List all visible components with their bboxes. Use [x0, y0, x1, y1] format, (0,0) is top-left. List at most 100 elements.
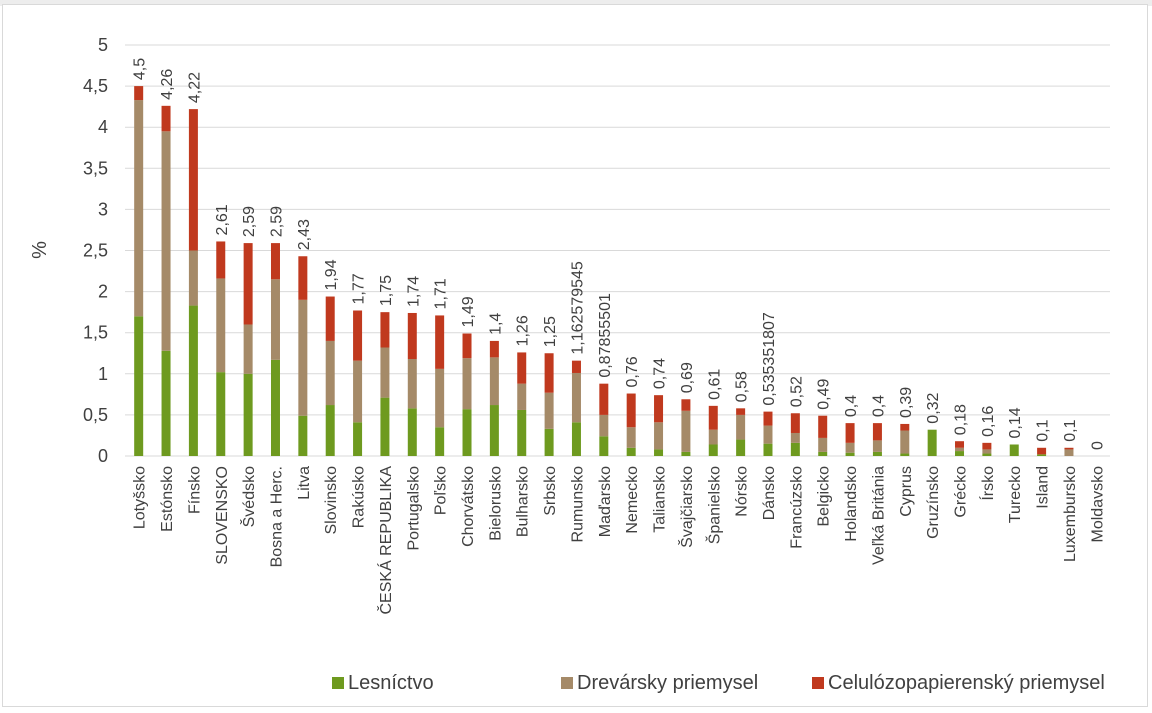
data-label: 4,22 [186, 72, 203, 103]
bar-segment [845, 423, 855, 443]
bar-segment [435, 368, 445, 428]
bar-segment [243, 243, 253, 325]
data-label: 1,77 [351, 273, 368, 304]
bar-segment [982, 449, 992, 454]
legend-item-lesnictvo: Lesníctvo [332, 668, 434, 698]
bar-segment [489, 340, 499, 358]
bar-segment [216, 241, 226, 279]
bar-segment [900, 453, 910, 456]
category-label: Švédsko [239, 466, 258, 527]
legend-label-lesnictvo: Lesníctvo [348, 671, 434, 694]
data-label: 2,43 [296, 219, 313, 250]
data-label: 1,49 [460, 296, 477, 327]
bar-segment [517, 409, 527, 456]
bar-segment [216, 372, 226, 456]
category-label: Estónsko [159, 466, 176, 532]
category-label: Fínsko [186, 466, 203, 514]
category-label: Taliansko [652, 466, 669, 533]
bar-segment [599, 383, 609, 415]
bar-segment [298, 415, 308, 456]
data-label: 0,14 [1007, 407, 1024, 438]
data-label: 0,76 [624, 356, 641, 387]
category-label: Lotyšsko [132, 466, 149, 529]
bar-segment [407, 359, 417, 409]
data-label: 0,1 [1062, 419, 1079, 441]
data-label: 0,1 [1035, 419, 1052, 441]
bars [134, 86, 1074, 456]
category-label: Bosna a Herc. [268, 466, 285, 567]
y-tick-label: 1,5 [83, 323, 108, 343]
bar-segment [325, 405, 335, 456]
bar-segment [845, 452, 855, 456]
legend-label-drevarsky: Drevársky priemysel [577, 671, 759, 694]
bar-segment [462, 333, 472, 359]
bar-segment [626, 447, 636, 456]
bar-segment [982, 442, 992, 450]
legend-label-celulozopapierensky: Celulózopapierenský priemysel [828, 671, 1105, 694]
bar-segment [900, 423, 910, 431]
bar-segment [708, 405, 718, 430]
legend-item-drevarsky: Drevársky priemysel [561, 668, 758, 698]
bar-segment [243, 324, 253, 374]
category-label: Španielsko [704, 466, 723, 544]
legend-swatch-celulozopapierensky [812, 677, 824, 689]
bar-segment [353, 422, 363, 456]
bar-segment [900, 430, 910, 454]
bar-segment [872, 451, 882, 456]
bar-segment [626, 393, 636, 428]
bar-segment [571, 372, 581, 423]
bar-segment [353, 360, 363, 423]
category-label: Rumunsko [569, 466, 586, 543]
bar-segment [462, 358, 472, 410]
data-label: 0,69 [679, 362, 696, 393]
y-tick-label: 5 [98, 35, 108, 55]
bar-segment [380, 347, 390, 398]
bar-segment [955, 451, 965, 456]
data-label: 0,16 [980, 406, 997, 437]
data-label: 1,4 [487, 313, 504, 335]
bar-segment [736, 414, 746, 440]
category-label: Holandsko [843, 466, 860, 542]
data-label: 0,4 [870, 395, 887, 417]
y-tick-label: 1 [98, 364, 108, 384]
category-label: Bielorusko [487, 466, 504, 541]
bar-segment [571, 360, 581, 373]
bar-segment [270, 359, 280, 456]
y-tick-label: 4 [98, 117, 108, 137]
bar-segment [955, 447, 965, 452]
bar-segment [188, 109, 198, 251]
category-label: Nemecko [624, 466, 641, 534]
legend-item-celulozopapierensky: Celulózopapierenský priemysel [812, 668, 1105, 698]
bar-segment [845, 442, 855, 453]
data-label: 0,18 [953, 404, 970, 435]
gridlines [125, 44, 1110, 457]
category-label: Litva [296, 466, 313, 500]
data-label: 0,74 [652, 358, 669, 389]
data-label: 0 [1089, 441, 1106, 450]
bar-segment [544, 428, 554, 456]
bar-segment [818, 415, 828, 438]
bar-segment [134, 100, 144, 317]
bar-segment [353, 310, 363, 361]
data-label: 0,58 [734, 371, 751, 402]
bar-segment [1064, 449, 1074, 456]
data-label: 0,52 [788, 376, 805, 407]
bar-segment [380, 312, 390, 348]
bar-segment [708, 429, 718, 445]
data-label: 2,59 [268, 206, 285, 237]
category-label: Cyprus [898, 466, 915, 517]
bar-segment [599, 436, 609, 456]
bar-segment [955, 441, 965, 448]
category-label: Moldavsko [1089, 466, 1106, 543]
bar-segment [790, 442, 800, 456]
bar-segment [654, 395, 664, 423]
category-label: ČESKÁ REPUBLIKA [376, 466, 395, 615]
bar-segment [736, 408, 746, 415]
data-label: 1,94 [323, 259, 340, 290]
bar-segment [216, 278, 226, 373]
category-label: Slovinsko [323, 466, 340, 535]
bar-segment [872, 440, 882, 452]
y-tick-label: 2 [98, 282, 108, 302]
data-label: 0,39 [898, 387, 915, 418]
category-label: Írsko [978, 466, 997, 501]
